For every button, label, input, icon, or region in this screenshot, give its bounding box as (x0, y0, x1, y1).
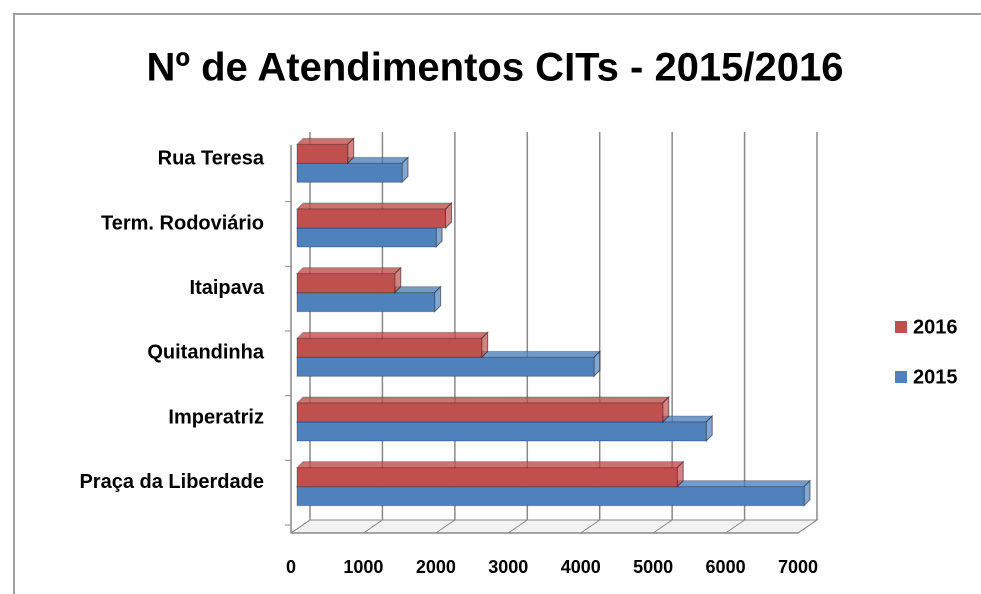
legend-label: 2016 (913, 316, 958, 338)
y-tick-label: Imperatriz (168, 406, 264, 428)
chart-title: Nº de Atendimentos CITs - 2015/2016 (146, 46, 843, 90)
x-tick-label: 2000 (416, 557, 456, 577)
bar (296, 292, 436, 313)
bar (296, 337, 483, 358)
bar-top (295, 331, 489, 339)
frame (13, 13, 981, 594)
y-tick-label: Rua Teresa (158, 148, 265, 170)
bar (296, 421, 707, 442)
bar (296, 402, 664, 423)
bar (296, 227, 437, 248)
y-tick-label: Term. Rodoviário (101, 212, 264, 234)
x-tick-label: 1000 (343, 557, 383, 577)
tick-mark (290, 519, 311, 534)
x-tick-label: 6000 (706, 557, 746, 577)
bar (296, 467, 678, 488)
tick-mark (797, 519, 818, 534)
tick-mark (580, 519, 600, 534)
bar (296, 356, 595, 377)
x-tick-label: 5000 (633, 557, 673, 577)
bar-top (295, 396, 670, 404)
tick-mark (508, 519, 528, 534)
bar (296, 273, 396, 294)
legend-swatch (895, 371, 907, 383)
tick-mark (435, 519, 456, 534)
bar (296, 208, 446, 229)
bar-top (295, 461, 685, 469)
x-tick-label: 7000 (778, 557, 818, 577)
bar (296, 162, 403, 183)
bar (296, 143, 349, 164)
bar-top (295, 137, 355, 145)
x-tick-label: 0 (286, 557, 296, 577)
legend-label: 2015 (913, 366, 958, 388)
y-tick-label: Praça da Liberdade (79, 471, 264, 493)
tick-mark (363, 519, 383, 534)
legend-swatch (895, 321, 907, 333)
bar-top (295, 267, 402, 275)
tick-mark (652, 519, 673, 534)
tick-mark (725, 519, 745, 534)
y-tick-label: Itaipava (190, 277, 265, 299)
x-tick-label: 3000 (488, 557, 528, 577)
x-tick-label: 4000 (561, 557, 601, 577)
y-tick-label: Quitandinha (147, 342, 265, 364)
bar (296, 486, 805, 507)
bar-top (295, 202, 453, 210)
floor (289, 519, 819, 534)
